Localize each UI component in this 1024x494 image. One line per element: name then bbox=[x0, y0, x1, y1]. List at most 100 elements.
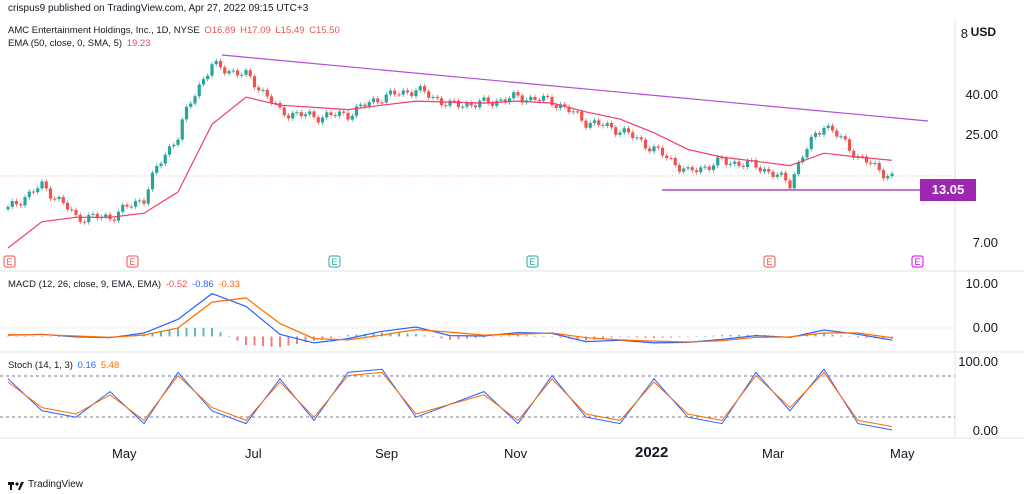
macd-hist-bar bbox=[432, 336, 434, 337]
candle-body bbox=[291, 112, 295, 119]
earnings-marker[interactable] bbox=[526, 255, 539, 268]
candle-body bbox=[767, 169, 771, 172]
candle-body bbox=[724, 158, 728, 165]
candle-body bbox=[180, 119, 184, 140]
candle-body bbox=[788, 180, 792, 189]
candle-body bbox=[546, 95, 550, 97]
ema-label: EMA (50, close, 0, SMA, 5) bbox=[8, 38, 123, 49]
candle-body bbox=[626, 128, 631, 133]
macd-hist-value: -0.52 bbox=[165, 279, 188, 290]
macd-hist-bar bbox=[729, 335, 732, 337]
candle-body bbox=[575, 111, 580, 113]
macd-hist-bar bbox=[253, 336, 256, 346]
macd-hist-bar bbox=[32, 336, 35, 337]
candle-body bbox=[142, 200, 146, 204]
candle-body bbox=[486, 97, 490, 104]
stoch-tick: 100.00 bbox=[958, 354, 998, 369]
candle-body bbox=[456, 100, 461, 108]
candle-body bbox=[269, 96, 274, 103]
macd-hist-bar bbox=[814, 334, 817, 337]
candle-body bbox=[745, 160, 750, 167]
candle-body bbox=[274, 102, 278, 104]
stoch-d-line bbox=[7, 371, 893, 427]
candle-body bbox=[860, 156, 864, 158]
macd-hist-bar bbox=[619, 336, 621, 337]
macd-hist-bar bbox=[534, 335, 536, 337]
candle-body bbox=[65, 202, 70, 210]
candle-body bbox=[388, 90, 393, 95]
time-tick: May bbox=[890, 446, 915, 461]
candle-body bbox=[754, 160, 758, 168]
brand-label: TradingView bbox=[28, 479, 84, 490]
candle-body bbox=[201, 79, 206, 85]
candle-body bbox=[57, 197, 61, 200]
candle-body bbox=[631, 132, 635, 139]
macd-hist-bar bbox=[321, 336, 324, 340]
earnings-marker[interactable] bbox=[3, 255, 16, 268]
low-value: L15.49 bbox=[275, 25, 305, 36]
candle-body bbox=[252, 76, 257, 88]
candle-body bbox=[150, 172, 155, 190]
candle-body bbox=[805, 149, 809, 158]
candle-body bbox=[673, 158, 677, 166]
candle-body bbox=[737, 161, 741, 166]
earnings-marker[interactable] bbox=[328, 255, 341, 268]
stoch-k-value: 0.16 bbox=[77, 360, 97, 371]
candle-body bbox=[784, 172, 788, 181]
candle-body bbox=[418, 86, 422, 91]
candle-body bbox=[490, 103, 495, 106]
candle-body bbox=[469, 102, 473, 106]
symbol-label: AMC Entertainment Holdings, Inc., 1D, NY… bbox=[8, 25, 200, 36]
candle-body bbox=[206, 75, 210, 80]
macd-hist-bar bbox=[330, 336, 332, 338]
candle-body bbox=[567, 106, 571, 113]
candle-body bbox=[138, 200, 142, 202]
earnings-marker[interactable] bbox=[126, 255, 139, 268]
candle-body bbox=[210, 64, 214, 76]
candle-body bbox=[61, 197, 65, 203]
candle-body bbox=[337, 111, 342, 116]
candle-body bbox=[350, 115, 354, 120]
stoch-d-value: 5.48 bbox=[100, 360, 120, 371]
candle-body bbox=[507, 98, 512, 103]
candle-body bbox=[711, 165, 716, 170]
candle-body bbox=[427, 91, 431, 98]
candle-body bbox=[87, 214, 91, 223]
candle-body bbox=[397, 94, 401, 96]
time-tick-year: 2022 bbox=[635, 444, 669, 461]
candle-body bbox=[537, 100, 541, 102]
earnings-marker[interactable] bbox=[763, 255, 776, 268]
earnings-markers: E E E E E E bbox=[3, 255, 924, 268]
time-tick: May bbox=[112, 446, 137, 461]
candle-body bbox=[303, 114, 308, 117]
macd-hist-bar bbox=[372, 333, 375, 337]
macd-hist-bar bbox=[245, 336, 247, 345]
macd-hist-bar bbox=[806, 335, 808, 337]
macd-hist-bar bbox=[177, 327, 179, 337]
earnings-marker[interactable] bbox=[911, 255, 924, 268]
macd-hist-bar bbox=[41, 336, 43, 337]
candle-body bbox=[312, 111, 316, 118]
candle-body bbox=[550, 96, 554, 106]
macd-hist-bar bbox=[661, 336, 664, 338]
current-price-badge: 13.05 bbox=[920, 179, 976, 201]
candle-body bbox=[448, 100, 452, 106]
time-tick: Sep bbox=[375, 446, 399, 461]
macd-hist-bar bbox=[194, 327, 196, 337]
macd-hist-bar bbox=[58, 336, 60, 337]
macd-hist-bar bbox=[347, 335, 349, 337]
candle-body bbox=[401, 90, 405, 95]
candle-body bbox=[325, 112, 329, 118]
macd-hist-bar bbox=[542, 336, 545, 337]
candle-body bbox=[465, 102, 469, 107]
candle-body bbox=[227, 71, 231, 74]
candle-body bbox=[652, 146, 656, 152]
candle-body bbox=[877, 162, 881, 171]
candle-body bbox=[121, 204, 125, 212]
macd-hist-bar bbox=[823, 333, 825, 337]
candle-body bbox=[622, 128, 626, 133]
candle-body bbox=[223, 67, 227, 74]
candle-body bbox=[14, 200, 19, 205]
macd-hist-bar bbox=[695, 336, 698, 337]
macd-hist-bar bbox=[602, 336, 604, 339]
